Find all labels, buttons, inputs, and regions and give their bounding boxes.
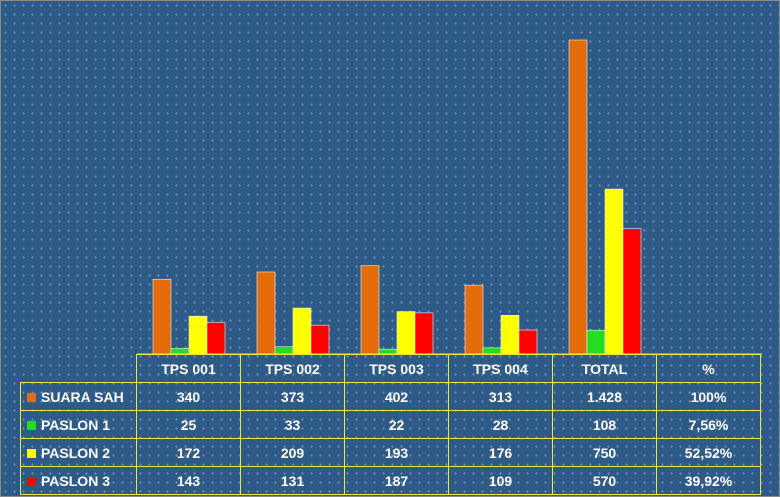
bar — [274, 346, 294, 355]
legend-entry: PASLON 3 — [20, 466, 137, 495]
bar — [500, 314, 520, 355]
category-header: TOTAL — [552, 354, 657, 383]
legend-entry: PASLON 1 — [20, 410, 137, 439]
data-label: 193 — [344, 438, 449, 467]
legend-swatch — [27, 420, 36, 430]
series-name: PASLON 2 — [41, 444, 110, 461]
percent-label: 7,56% — [656, 410, 761, 439]
legend-entry: SUARA SAH — [20, 382, 137, 411]
data-label: 570 — [552, 466, 657, 495]
legend-swatch — [27, 392, 36, 402]
series-name: SUARA SAH — [41, 388, 124, 405]
category-header: TPS 004 — [448, 354, 553, 383]
category-header: TPS 003 — [344, 354, 449, 383]
series-name: PASLON 3 — [41, 472, 110, 489]
legend-swatch — [27, 476, 36, 486]
bar — [414, 312, 434, 355]
bar — [568, 39, 588, 355]
data-label: 340 — [136, 382, 241, 411]
bar — [292, 307, 312, 355]
data-label: 209 — [240, 438, 345, 467]
data-label: 172 — [136, 438, 241, 467]
data-label: 25 — [136, 410, 241, 439]
percent-label: 52,52% — [656, 438, 761, 467]
data-label: 22 — [344, 410, 449, 439]
data-label: 750 — [552, 438, 657, 467]
data-label: 33 — [240, 410, 345, 439]
bar — [152, 278, 172, 355]
table-corner — [20, 354, 137, 383]
legend-swatch — [27, 448, 36, 458]
bar — [396, 311, 416, 355]
bar — [256, 271, 276, 355]
series-name: PASLON 1 — [41, 416, 110, 433]
bars-layer — [152, 39, 642, 355]
data-label: 373 — [240, 382, 345, 411]
bar — [310, 324, 330, 355]
bar — [586, 329, 606, 355]
percent-label: 39,92% — [656, 466, 761, 495]
data-label: 1.428 — [552, 382, 657, 411]
bar — [604, 188, 624, 355]
data-label: 131 — [240, 466, 345, 495]
table-row-suara-sah: SUARA SAH 340 373 402 313 1.428 100% — [20, 382, 761, 411]
data-label: 109 — [448, 466, 553, 495]
table-row-paslon-1: PASLON 1 25 33 22 28 108 7,56% — [20, 410, 761, 439]
data-label: 187 — [344, 466, 449, 495]
data-label: 402 — [344, 382, 449, 411]
bar — [622, 228, 642, 355]
percent-header: % — [656, 354, 761, 383]
bar — [464, 284, 484, 355]
table-header-row: TPS 001 TPS 002 TPS 003 TPS 004 TOTAL % — [20, 354, 761, 383]
data-label: 143 — [136, 466, 241, 495]
data-label: 313 — [448, 382, 553, 411]
bar — [360, 265, 380, 355]
percent-label: 100% — [656, 382, 761, 411]
data-label: 108 — [552, 410, 657, 439]
data-label: 28 — [448, 410, 553, 439]
category-header: TPS 002 — [240, 354, 345, 383]
bar — [206, 322, 226, 355]
table-row-paslon-3: PASLON 3 143 131 187 109 570 39,92% — [20, 466, 761, 495]
data-table: TPS 001 TPS 002 TPS 003 TPS 004 TOTAL % … — [20, 354, 761, 495]
bar — [188, 315, 208, 355]
legend-entry: PASLON 2 — [20, 438, 137, 467]
category-header: TPS 001 — [136, 354, 241, 383]
data-label: 176 — [448, 438, 553, 467]
table-row-paslon-2: PASLON 2 172 209 193 176 750 52,52% — [20, 438, 761, 467]
bar — [518, 329, 538, 355]
